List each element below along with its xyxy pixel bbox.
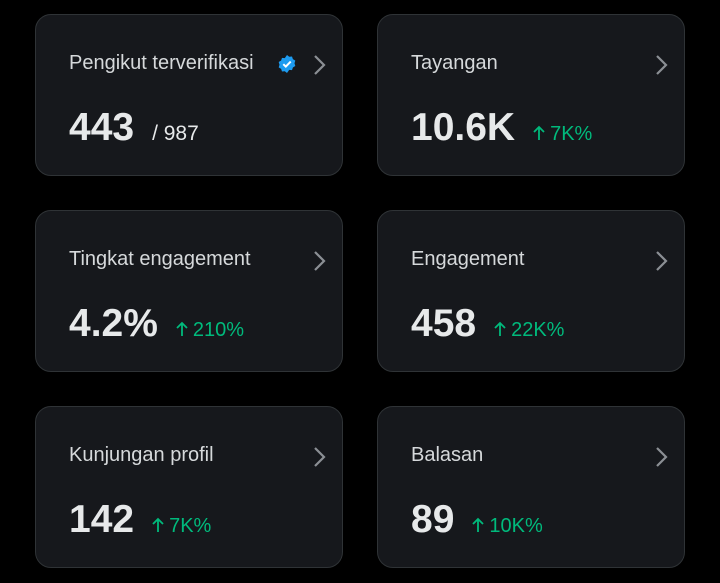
value-row: 142 7K% [69, 498, 211, 542]
metric-change: 10K% [472, 515, 543, 538]
metric-label: Pengikut terverifikasi [69, 52, 254, 74]
change-text: 22K% [511, 319, 565, 341]
label-box: Tayangan [411, 39, 611, 87]
metric-value: 142 [69, 498, 135, 541]
label-box: Kunjungan profil [69, 431, 269, 479]
label-box: Balasan [411, 431, 611, 479]
change-text: 7K% [550, 123, 593, 145]
chevron-icon [312, 445, 326, 474]
metric-card[interactable]: Tingkat engagement 4.2% 210% [35, 210, 343, 372]
metric-label: Tingkat engagement [69, 248, 251, 270]
value-row: 89 10K% [411, 498, 543, 542]
metric-label: Kunjungan profil [69, 444, 214, 466]
metric-value: 10.6K [411, 106, 516, 149]
metric-label: Balasan [411, 444, 484, 466]
label-box: Engagement [411, 235, 611, 283]
metric-change: 7K% [152, 515, 211, 538]
value-row: 443 / 987 [69, 106, 199, 150]
metric-value: 4.2% [69, 302, 158, 345]
chevron-icon [654, 53, 668, 82]
metric-card[interactable]: Pengikut terverifikasi 443 / 987 [35, 14, 343, 176]
metric-value: 443 [69, 106, 135, 149]
metric-label: Tayangan [411, 52, 498, 74]
metric-value: 89 [411, 498, 455, 541]
metric-change: 210% [176, 319, 244, 342]
verified-badge [277, 54, 297, 79]
chevron-icon [654, 445, 668, 474]
metric-card[interactable]: Engagement 458 22K% [377, 210, 685, 372]
value-row: 10.6K 7K% [411, 106, 592, 150]
up-arrow [494, 321, 506, 336]
metric-change: 22K% [494, 319, 564, 342]
change-text: 10K% [489, 515, 543, 537]
chevron-icon [312, 53, 326, 82]
change-text: 7K% [169, 515, 212, 537]
metric-change: 7K% [533, 123, 592, 146]
change-text: 210% [192, 319, 245, 341]
up-arrow [152, 517, 164, 532]
value-row: 458 22K% [411, 302, 564, 346]
metric-card[interactable]: Balasan 89 10K% [377, 406, 685, 568]
label-box: Tingkat engagement [69, 235, 269, 283]
metric-card[interactable]: Kunjungan profil 142 7K% [35, 406, 343, 568]
chevron-icon [312, 249, 326, 278]
up-arrow [176, 321, 188, 336]
metric-total: / 987 [152, 122, 199, 145]
label-box: Pengikut terverifikasi [69, 39, 269, 87]
value-row: 4.2% 210% [69, 302, 244, 346]
up-arrow [533, 125, 545, 140]
metric-card[interactable]: Tayangan 10.6K 7K% [377, 14, 685, 176]
metric-value: 458 [411, 302, 477, 345]
chevron-icon [654, 249, 668, 278]
metric-label: Engagement [411, 248, 525, 270]
up-arrow [472, 517, 485, 532]
